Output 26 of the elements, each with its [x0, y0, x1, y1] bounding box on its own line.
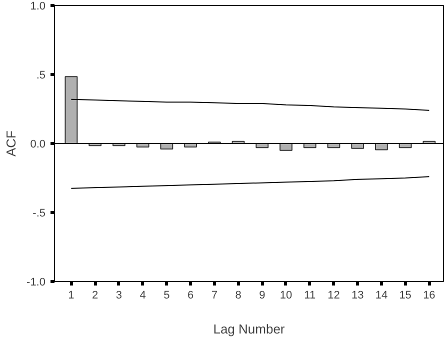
- x-tick-label: 16: [423, 290, 436, 302]
- y-tick-label: -.5: [32, 208, 46, 220]
- x-tick-label: 13: [351, 290, 364, 302]
- line-series: [70, 176, 430, 189]
- x-tick-label: 10: [280, 290, 292, 302]
- line-series: [70, 98, 430, 111]
- x-tick-label: 7: [211, 290, 218, 302]
- y-tick-label: 1.0: [30, 0, 46, 12]
- y-tick-label: 0.0: [30, 138, 46, 150]
- x-tick-label: 11: [304, 290, 316, 302]
- y-axis-title: ACF: [4, 130, 19, 156]
- x-tick-label: 6: [187, 290, 194, 302]
- x-tick-label: 3: [116, 290, 122, 302]
- x-tick-label: 8: [235, 290, 242, 302]
- x-tick-label: 9: [259, 290, 266, 302]
- bar: [64, 76, 78, 144]
- x-tick-label: 4: [140, 290, 146, 302]
- x-tick-label: 1: [68, 290, 74, 302]
- x-tick-label: 15: [399, 290, 412, 302]
- x-axis-title: Lag Number: [213, 322, 286, 336]
- y-tick-label: .5: [36, 70, 46, 82]
- x-tick-label: 5: [164, 290, 170, 302]
- y-tick-label: -1.0: [26, 276, 46, 288]
- x-tick-label: 2: [92, 290, 98, 302]
- x-tick-label: 12: [328, 290, 340, 302]
- x-tick-label: 14: [375, 290, 388, 302]
